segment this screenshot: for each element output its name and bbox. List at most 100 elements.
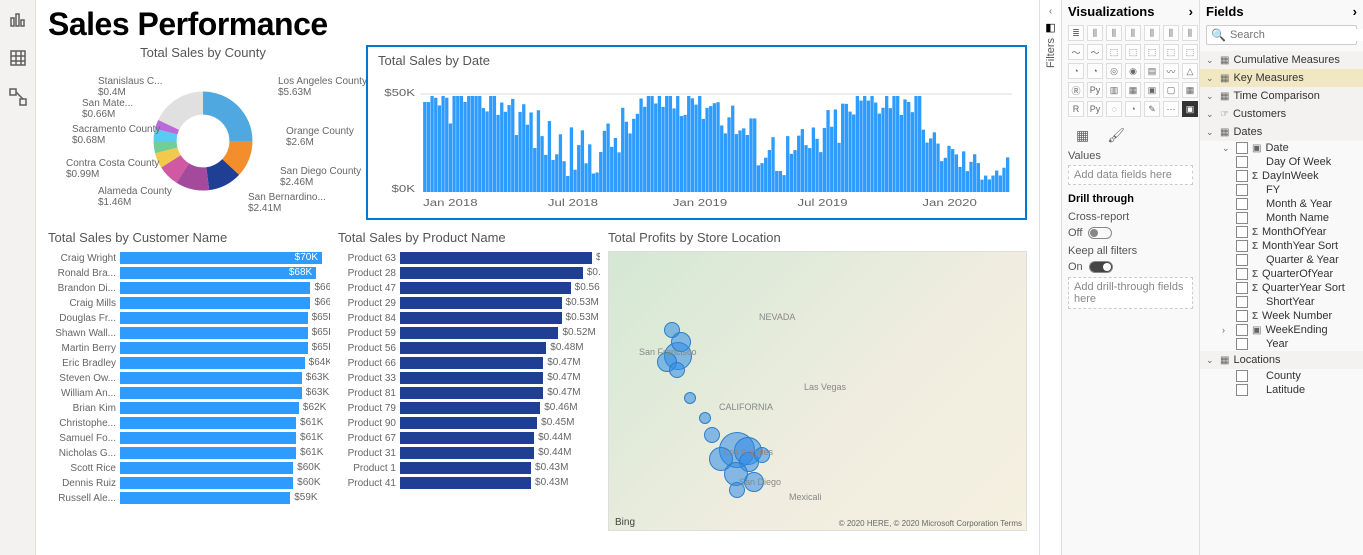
field-item[interactable]: ΣQuarterYear Sort [1200,281,1363,295]
viz-type-icon[interactable]: ⋯ [1163,101,1179,117]
bar-row[interactable]: Craig Wright$70K [48,251,322,265]
viz-type-icon[interactable]: R [1068,101,1084,117]
viz-type-icon[interactable]: ⬚ [1163,44,1179,60]
field-checkbox[interactable] [1236,184,1248,196]
viz-type-icon[interactable]: ▤ [1144,63,1160,79]
bar-row[interactable]: Product 90$0.45M [338,416,592,430]
field-item[interactable]: Latitude [1200,383,1363,397]
bar-row[interactable]: Product 28$0.60M [338,266,592,280]
fields-search[interactable]: 🔍 [1206,25,1357,45]
bar-row[interactable]: Product 59$0.52M [338,326,592,340]
field-item[interactable]: ShortYear [1200,295,1363,309]
viz-type-icon[interactable]: ⫼ [1125,25,1141,41]
field-item[interactable]: ΣWeek Number [1200,309,1363,323]
cross-report-toggle[interactable]: Off [1068,227,1193,239]
bar-row[interactable]: Russell Ale...$59K [48,491,322,505]
viz-type-icon[interactable]: ⬚ [1125,44,1141,60]
fields-tab-icon[interactable]: ▦ [1076,127,1089,144]
chevron-right-icon[interactable]: › [1189,4,1193,19]
viz-type-icon[interactable]: ◔ [1087,63,1103,79]
bar-row[interactable]: Douglas Fr...$65K [48,311,322,325]
field-item[interactable]: ΣMonthOfYear [1200,225,1363,239]
field-table[interactable]: ⌄▦Dates [1200,123,1363,141]
keep-filters-toggle[interactable]: On [1068,261,1193,273]
field-checkbox[interactable] [1236,254,1248,266]
field-item[interactable]: ΣDayInWeek [1200,169,1363,183]
bar-row[interactable]: Nicholas G...$61K [48,446,322,460]
field-item[interactable]: ΣMonthYear Sort [1200,239,1363,253]
field-checkbox[interactable] [1236,142,1248,154]
chevron-right-icon[interactable]: › [1353,4,1357,19]
field-table[interactable]: ⌄▦Key Measures [1200,69,1363,87]
field-item[interactable]: ›▣WeekEnding [1200,323,1363,337]
model-view-icon[interactable] [9,88,27,111]
field-checkbox[interactable] [1236,156,1248,168]
column-chart-visual[interactable]: Total Sales by Date $50K$0KJan 2018Jul 2… [366,45,1027,220]
bar-row[interactable]: Scott Rice$60K [48,461,322,475]
viz-type-icon[interactable]: ▣ [1144,82,1160,98]
field-checkbox[interactable] [1236,240,1248,252]
viz-type-icon[interactable]: 〰 [1163,63,1179,79]
field-table[interactable]: ⌄▦Cumulative Measures [1200,51,1363,69]
format-tab-icon[interactable]: 🖌 [1107,127,1125,144]
bar-row[interactable]: Ronald Bra...$68K [48,266,322,280]
bar-row[interactable]: Product 41$0.43M [338,476,592,490]
field-table[interactable]: ⌄▦Locations [1200,351,1363,369]
viz-type-icon[interactable]: ▦ [1182,82,1198,98]
field-checkbox[interactable] [1236,268,1248,280]
field-item[interactable]: Quarter & Year [1200,253,1363,267]
viz-type-icon[interactable]: ◔ [1125,101,1141,117]
field-item[interactable]: Month & Year [1200,197,1363,211]
viz-type-icon[interactable]: ⫼ [1087,25,1103,41]
field-table[interactable]: ⌄☞Customers [1200,105,1363,123]
viz-type-icon[interactable]: ◎ [1106,63,1122,79]
search-input[interactable] [1230,29,1363,41]
chevron-left-icon[interactable]: ‹ [1049,6,1052,17]
bar-row[interactable]: Steven Ow...$63K [48,371,322,385]
field-checkbox[interactable] [1236,324,1248,336]
viz-type-icon[interactable]: ✎ [1144,101,1160,117]
field-item[interactable]: FY [1200,183,1363,197]
field-checkbox[interactable] [1236,370,1248,382]
viz-type-icon[interactable]: ⫼ [1182,25,1198,41]
field-checkbox[interactable] [1236,198,1248,210]
bar-row[interactable]: Product 56$0.48M [338,341,592,355]
bar-row[interactable]: Shawn Wall...$65K [48,326,322,340]
bar-row[interactable]: Product 84$0.53M [338,311,592,325]
bar-row[interactable]: Brian Kim$62K [48,401,322,415]
data-view-icon[interactable] [9,49,27,72]
bar-row[interactable]: Craig Mills$66K [48,296,322,310]
map-bubble[interactable] [699,412,711,424]
bar-row[interactable]: Product 81$0.47M [338,386,592,400]
viz-type-icon[interactable]: ▦ [1125,82,1141,98]
bar-row[interactable]: Product 29$0.53M [338,296,592,310]
filters-pane-collapsed[interactable]: ‹ ◧ Filters [1039,0,1061,555]
product-bar-visual[interactable]: Total Sales by Product Name Product 63$0… [338,230,600,531]
map-bubble[interactable] [684,392,696,404]
viz-type-icon[interactable]: Py [1087,82,1103,98]
viz-type-icon[interactable]: 〜 [1068,44,1084,60]
field-checkbox[interactable] [1236,296,1248,308]
field-checkbox[interactable] [1236,226,1248,238]
field-item[interactable]: ⌄▣Date [1200,141,1363,155]
viz-type-icon[interactable]: △ [1182,63,1198,79]
report-view-icon[interactable] [9,10,27,33]
map-bubble[interactable] [704,427,720,443]
bar-row[interactable]: Product 79$0.46M [338,401,592,415]
bar-row[interactable]: Product 33$0.47M [338,371,592,385]
viz-type-icon[interactable]: Ⓡ [1068,82,1084,98]
field-item[interactable]: Day Of Week [1200,155,1363,169]
bar-row[interactable]: Product 66$0.47M [338,356,592,370]
map-bubble[interactable] [669,362,685,378]
viz-type-icon[interactable]: 〜 [1087,44,1103,60]
bar-row[interactable]: Product 63$0.63M [338,251,592,265]
field-table[interactable]: ⌄▦Time Comparison [1200,87,1363,105]
viz-type-icon[interactable]: ◔ [1068,63,1084,79]
donut-chart-visual[interactable]: Total Sales by County Los Angeles County… [48,45,358,220]
viz-type-icon[interactable]: ⫼ [1106,25,1122,41]
bar-row[interactable]: Samuel Fo...$61K [48,431,322,445]
bar-row[interactable]: Product 31$0.44M [338,446,592,460]
field-item[interactable]: County [1200,369,1363,383]
bar-row[interactable]: Christophe...$61K [48,416,322,430]
viz-type-icon[interactable]: ▢ [1163,82,1179,98]
